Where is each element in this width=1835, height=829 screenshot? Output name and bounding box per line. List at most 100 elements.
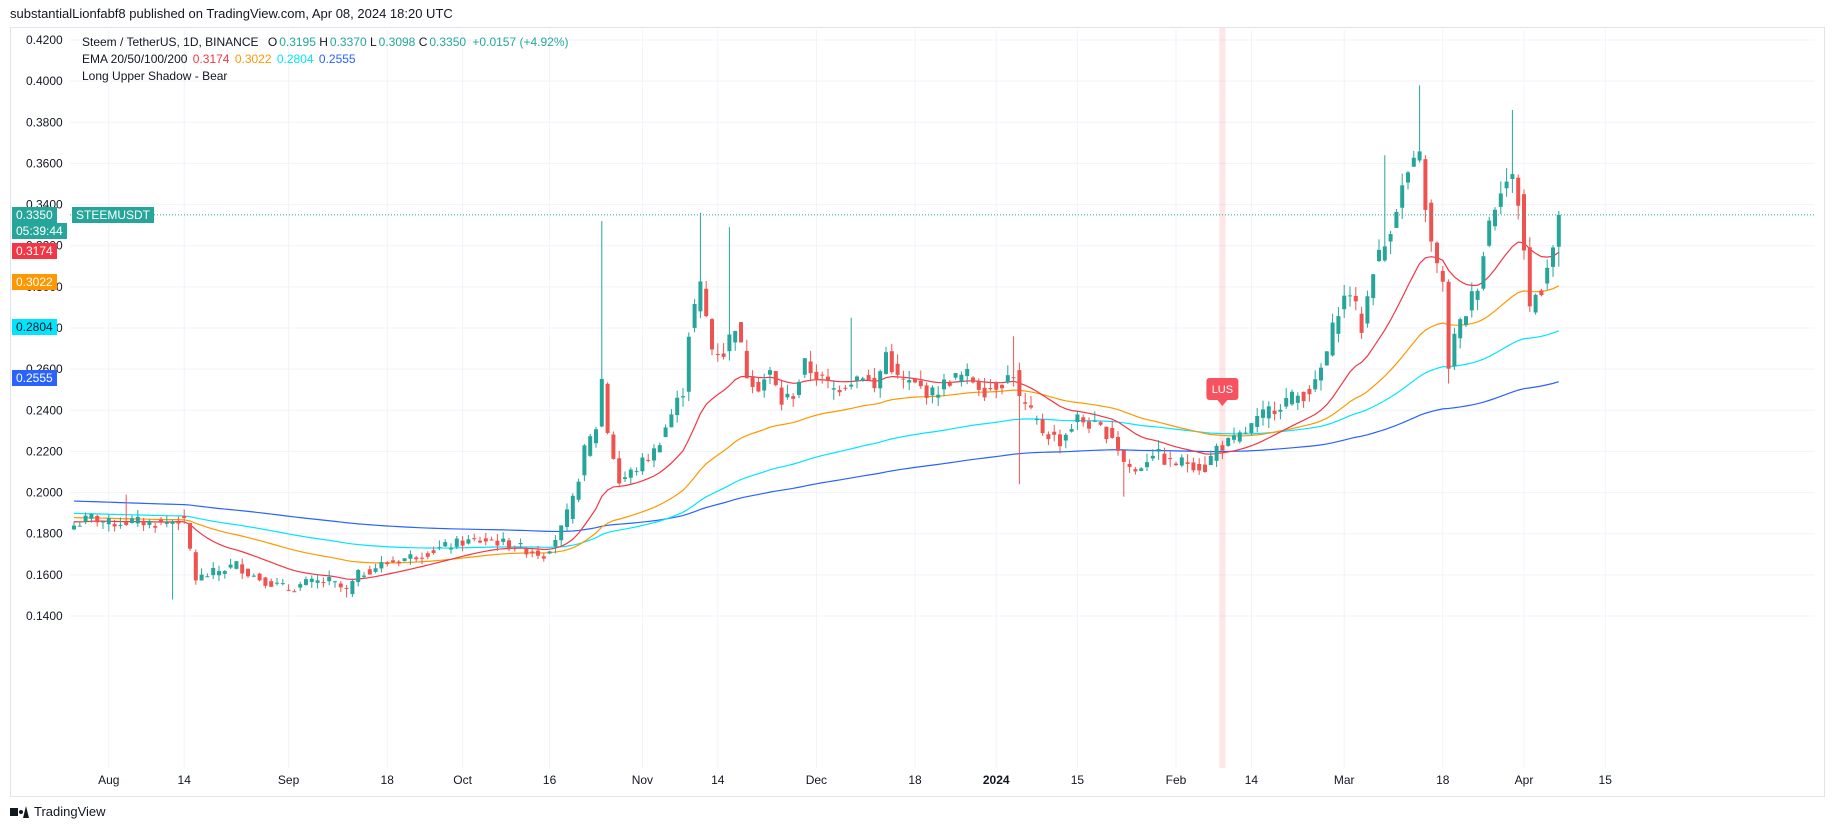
candle-body <box>1063 434 1068 441</box>
candle-body <box>1075 414 1080 422</box>
candle-body <box>1353 295 1358 302</box>
candle-body <box>1493 209 1497 227</box>
candle-body <box>1116 436 1120 451</box>
candle-body <box>495 540 500 546</box>
candle-body <box>269 581 274 587</box>
candle-body <box>698 281 703 312</box>
x-tick-label: 18 <box>381 773 395 787</box>
candle-body <box>657 445 662 453</box>
candle-body <box>327 577 332 582</box>
chart-frame[interactable] <box>10 27 1825 797</box>
candle-body <box>1162 453 1167 465</box>
candle-body <box>849 384 854 387</box>
candles[interactable] <box>72 85 1561 600</box>
candle-body <box>89 513 94 519</box>
candle-body <box>518 543 523 545</box>
lus-marker-pointer <box>1217 400 1228 406</box>
candle-body <box>315 580 320 583</box>
symbol-tag: STEEMUSDT <box>72 206 155 223</box>
candle-body <box>135 516 140 524</box>
candle-body <box>1104 426 1109 440</box>
bar-countdown-value: 05:39:44 <box>16 223 63 238</box>
candle-body <box>159 519 163 522</box>
legend-high: 0.3370 <box>329 35 367 49</box>
ema50-price-value: 0.3022 <box>16 275 53 290</box>
candle-body <box>733 330 738 343</box>
candle-body <box>396 561 401 564</box>
candle-body <box>739 322 743 343</box>
legend-h-label: H <box>319 35 328 49</box>
candle-body <box>188 523 192 549</box>
y-tick-label: 0.2400 <box>26 403 63 417</box>
last-price-value: 0.3350 <box>16 207 53 222</box>
candle-body <box>1388 234 1393 242</box>
candle-body <box>773 371 778 386</box>
candle-body <box>785 393 790 398</box>
candle-body <box>1330 322 1335 356</box>
candle-body <box>889 351 894 373</box>
candle-body <box>843 387 848 389</box>
candle-body <box>1185 462 1190 464</box>
candle-body <box>652 448 656 461</box>
legend-ema-row: EMA 20/50/100/200 0.3174 0.3022 0.2804 0… <box>82 51 569 68</box>
candle-body <box>466 539 471 544</box>
candle-body <box>425 553 430 557</box>
ema20-price-value: 0.3174 <box>16 244 53 259</box>
ema-polyline <box>73 381 1559 533</box>
x-tick-label: Nov <box>632 773 653 787</box>
candle-body <box>553 539 558 547</box>
candle-body <box>570 495 575 519</box>
y-tick-label: 0.1400 <box>26 609 63 623</box>
candle-body <box>762 379 767 391</box>
candle-body <box>1348 295 1352 297</box>
lus-marker[interactable]: LUS <box>1206 378 1239 406</box>
candle-body <box>820 374 825 376</box>
candle-body <box>1040 419 1045 434</box>
x-tick-label: 18 <box>1436 773 1450 787</box>
x-tick-label: Mar <box>1334 773 1355 787</box>
candle-body <box>101 521 105 523</box>
candle-body <box>176 522 181 524</box>
candle-body <box>866 375 871 381</box>
candle-body <box>1411 157 1416 167</box>
x-axis[interactable]: Aug 14 Sep 18 Oct 16 Nov 14 Dec 18 2024 15 Feb 14 Mar 1… <box>98 773 1612 787</box>
candle-body <box>924 385 929 398</box>
candle-body <box>1359 313 1364 333</box>
y-tick-label: 0.1600 <box>26 568 63 582</box>
last-price-tag: 0.3350 <box>12 206 57 223</box>
legend-pattern: Long Upper Shadow - Bear <box>82 69 228 83</box>
candle-body <box>936 394 941 398</box>
candle-body <box>1307 388 1312 395</box>
legend-close: 0.3350 <box>429 35 467 49</box>
candle-body <box>750 376 755 387</box>
candle-body <box>263 577 268 586</box>
candle-body <box>1266 406 1271 419</box>
candle-body <box>1551 247 1555 267</box>
candle-body <box>489 539 494 541</box>
candle-body <box>1516 177 1521 206</box>
x-tick-label: 18 <box>908 773 922 787</box>
candle-body <box>994 382 999 390</box>
candle-body <box>373 568 378 572</box>
ema200-price-tag: 0.2555 <box>12 370 57 387</box>
candle-body <box>1545 267 1550 284</box>
candle-body <box>106 518 111 525</box>
candle-body <box>1110 427 1115 438</box>
candle-body <box>512 548 517 550</box>
candle-body <box>257 573 262 581</box>
candle-body <box>1220 445 1225 451</box>
legend-o-label: O <box>267 35 278 49</box>
y-tick-label: 0.2000 <box>26 486 63 500</box>
candle-body <box>565 509 569 527</box>
candle-body <box>211 567 216 576</box>
candle-body <box>536 550 540 556</box>
candle-body <box>913 378 917 383</box>
candle-body <box>1452 333 1457 367</box>
candle-body <box>634 471 639 473</box>
candle-body <box>1249 423 1254 433</box>
legend-symbol: Steem / TetherUS, 1D, BINANCE <box>82 35 259 49</box>
legend-ohlc: O 0.3195 H 0.3370 L 0.3098 C 0.3350 +0.0157 … <box>268 35 569 49</box>
candle-body <box>623 477 627 479</box>
candle-body <box>1458 319 1463 339</box>
